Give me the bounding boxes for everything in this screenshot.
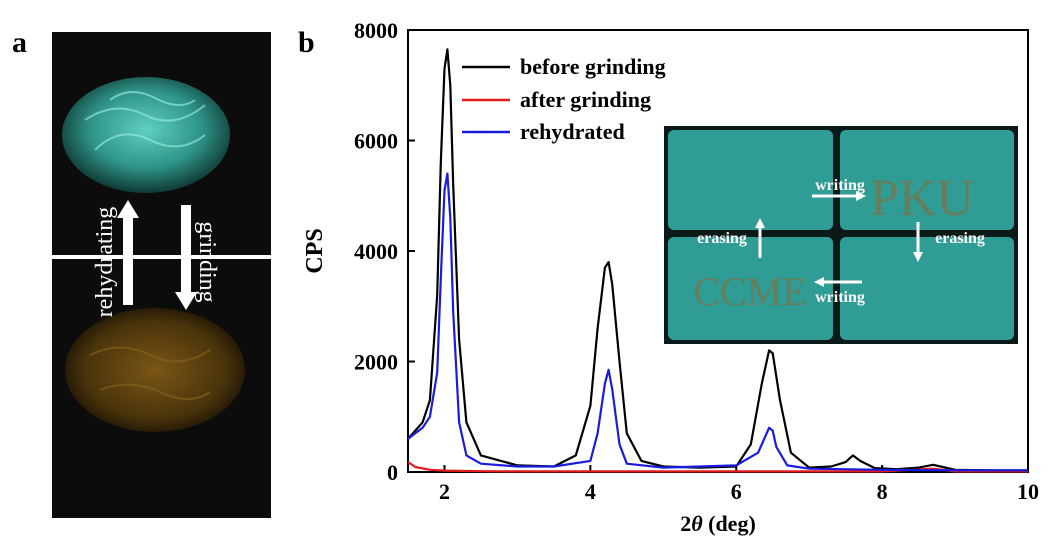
rehydrating-label: rehydrating xyxy=(92,207,118,318)
x-tick-label: 2 xyxy=(439,479,450,504)
inset-writing-top-label: writing xyxy=(815,177,865,194)
x-tick-label: 10 xyxy=(1017,479,1039,504)
arrow-left-icon xyxy=(814,277,862,287)
y-tick-label: 2000 xyxy=(354,350,398,375)
xrd-chart: 0 2000 4000 6000 8000 2 4 6 8 10 CPS 2θ (deg) be… xyxy=(302,18,1039,536)
inset-tile-bottom-right xyxy=(840,237,1014,340)
panel-b-letter: b xyxy=(298,26,315,59)
legend-label-rehydrated: rehydrated xyxy=(520,119,625,144)
inset-text-ccme: CCME xyxy=(693,269,806,314)
inset-photo: PKU CCME writing writing erasing erasing xyxy=(664,126,1018,344)
inset-tile-top-right xyxy=(840,130,1014,230)
ground-sample-brown xyxy=(65,308,245,432)
arrow-down-icon xyxy=(175,205,197,310)
panel-a-letter: a xyxy=(12,26,27,59)
x-tick-label: 6 xyxy=(731,479,742,504)
y-axis: 0 2000 4000 6000 8000 xyxy=(354,18,415,485)
x-tick-label: 8 xyxy=(877,479,888,504)
x-axis-label: 2θ (deg) xyxy=(680,511,756,536)
y-tick-label: 0 xyxy=(387,460,398,485)
legend-label-after: after grinding xyxy=(520,87,651,112)
arrow-up-small-icon xyxy=(755,218,765,258)
series-line-rehydrated xyxy=(407,172,1028,472)
series-lines xyxy=(407,48,1028,473)
y-tick-label: 6000 xyxy=(354,129,398,154)
y-axis-label: CPS xyxy=(302,228,328,273)
y-tick-label: 4000 xyxy=(354,239,398,264)
inset-erasing-left-label: erasing xyxy=(697,230,747,247)
legend-label-before: before grinding xyxy=(520,54,666,79)
arrow-down-small-icon xyxy=(913,222,923,262)
y-tick-label: 8000 xyxy=(354,18,398,43)
arrow-right-icon xyxy=(812,191,866,201)
panel-a-photo: rehydrating grinding xyxy=(52,32,271,518)
legend: before grinding after grinding rehydrate… xyxy=(462,54,666,144)
ground-free-sample-cyan xyxy=(62,77,230,193)
inset-text-pku: PKU xyxy=(870,170,974,227)
inset-writing-bottom-label: writing xyxy=(815,289,865,306)
inset-erasing-right-label: erasing xyxy=(935,230,985,247)
arrow-up-icon xyxy=(117,200,139,305)
grinding-label: grinding xyxy=(194,221,220,302)
x-tick-label: 4 xyxy=(585,479,596,504)
inset-tile-bottom-left xyxy=(668,237,833,340)
series-line-before-grinding xyxy=(407,48,1028,472)
inset-tile-top-left xyxy=(668,130,833,230)
